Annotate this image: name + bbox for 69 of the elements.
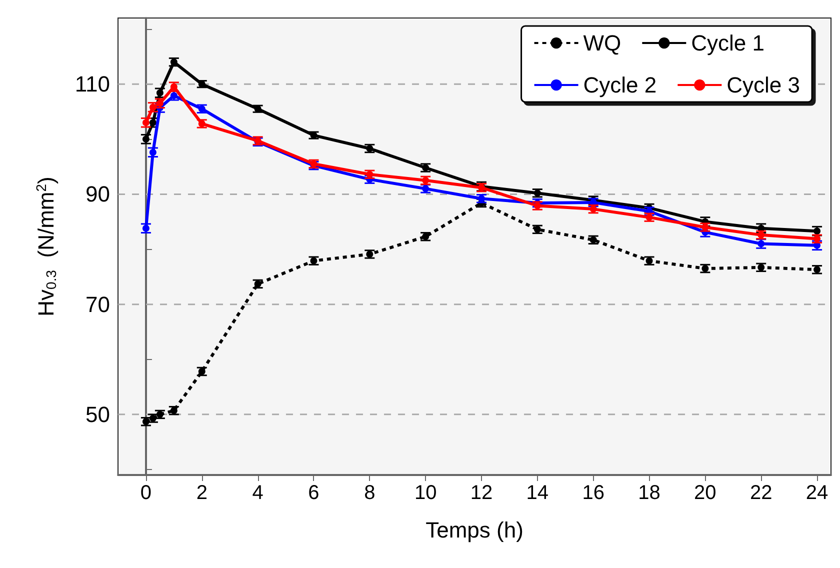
point bbox=[156, 89, 164, 96]
point bbox=[149, 148, 156, 156]
point bbox=[534, 226, 541, 233]
point bbox=[149, 414, 156, 422]
point bbox=[702, 224, 709, 231]
point bbox=[142, 418, 150, 426]
point bbox=[142, 224, 150, 232]
point bbox=[758, 240, 765, 248]
point bbox=[198, 105, 206, 112]
point bbox=[646, 214, 653, 221]
point bbox=[149, 119, 156, 126]
point bbox=[422, 185, 430, 192]
x-tick-label: 22 bbox=[750, 482, 772, 504]
y-tick-label: 90 bbox=[86, 182, 110, 207]
point bbox=[534, 190, 541, 197]
point bbox=[814, 228, 821, 235]
y-tick-label: 110 bbox=[74, 72, 110, 97]
point bbox=[814, 266, 821, 274]
point bbox=[254, 280, 262, 288]
point bbox=[646, 257, 653, 264]
x-tick-label: 10 bbox=[414, 482, 437, 504]
point bbox=[758, 231, 765, 238]
x-tick-label: 6 bbox=[308, 482, 320, 504]
point bbox=[590, 206, 597, 213]
x-tick-label: 14 bbox=[526, 482, 549, 504]
x-axis-title: Temps (h) bbox=[426, 518, 524, 542]
point bbox=[156, 410, 164, 418]
x-tick-label: 18 bbox=[638, 482, 660, 504]
point bbox=[170, 92, 178, 100]
point bbox=[170, 407, 178, 414]
point bbox=[702, 265, 709, 272]
point bbox=[310, 132, 318, 139]
point bbox=[758, 264, 765, 271]
point bbox=[198, 120, 206, 128]
point bbox=[170, 83, 178, 90]
x-tick-label: 24 bbox=[806, 482, 828, 504]
point bbox=[142, 136, 150, 143]
point bbox=[254, 105, 262, 112]
y-tick-label: 50 bbox=[86, 402, 110, 427]
point bbox=[478, 195, 485, 202]
x-tick-label: 4 bbox=[252, 482, 264, 504]
point bbox=[422, 164, 430, 172]
point bbox=[198, 368, 206, 375]
y-tick-label: 70 bbox=[86, 292, 110, 317]
point bbox=[590, 236, 597, 244]
x-tick-label: 0 bbox=[140, 482, 152, 504]
legend-label: Cycle 2 bbox=[583, 72, 657, 98]
x-tick-label: 20 bbox=[694, 482, 716, 504]
legend-label: Cycle 1 bbox=[691, 30, 765, 56]
legend-label: WQ bbox=[583, 30, 622, 56]
point bbox=[534, 202, 541, 210]
point bbox=[149, 104, 156, 111]
point bbox=[170, 58, 178, 66]
legend-label: Cycle 3 bbox=[726, 72, 800, 98]
point bbox=[366, 170, 374, 178]
point bbox=[814, 235, 821, 242]
x-tick-label: 8 bbox=[364, 482, 376, 504]
x-tick-label: 12 bbox=[470, 482, 493, 504]
point bbox=[366, 144, 374, 152]
point bbox=[156, 100, 164, 107]
point bbox=[422, 176, 430, 184]
point bbox=[142, 119, 150, 126]
point bbox=[310, 257, 318, 264]
point bbox=[366, 250, 374, 258]
point bbox=[422, 233, 430, 240]
x-tick-label: 16 bbox=[582, 482, 604, 504]
x-tick-label: 2 bbox=[196, 482, 208, 504]
y-axis-title: Hv0.3 (N/mm2) bbox=[33, 176, 59, 316]
point bbox=[198, 80, 206, 88]
